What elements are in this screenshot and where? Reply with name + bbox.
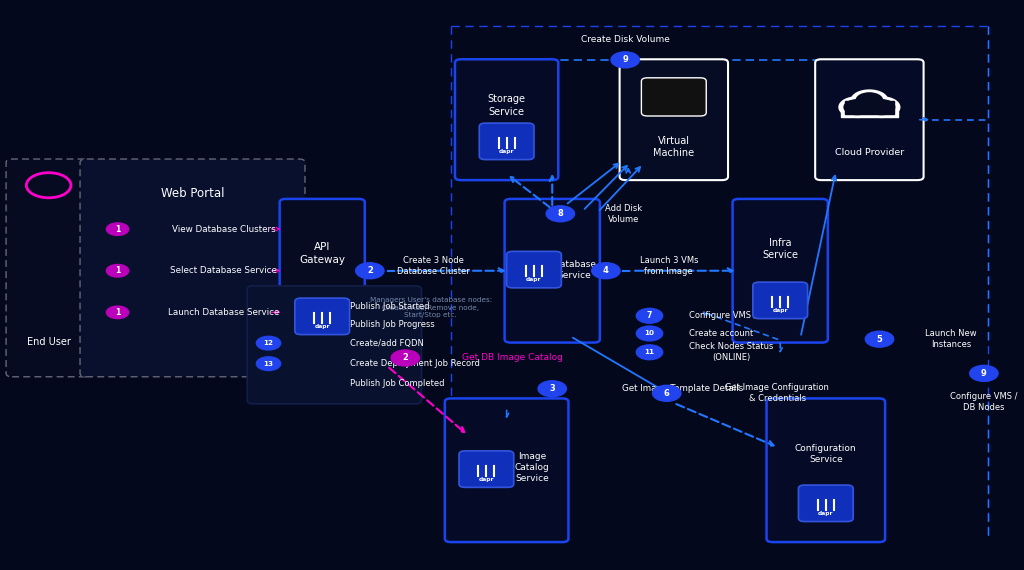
Text: 5: 5 bbox=[877, 335, 883, 344]
Text: End User: End User bbox=[27, 337, 71, 347]
FancyBboxPatch shape bbox=[479, 123, 534, 160]
Text: 6: 6 bbox=[664, 389, 670, 398]
Text: Configure VMS / DB Nodes: Configure VMS / DB Nodes bbox=[689, 311, 801, 320]
Text: 3: 3 bbox=[549, 384, 555, 393]
Circle shape bbox=[636, 326, 663, 341]
Text: 10: 10 bbox=[644, 331, 654, 336]
Text: dapr: dapr bbox=[526, 278, 542, 282]
Circle shape bbox=[256, 336, 281, 350]
Circle shape bbox=[970, 365, 998, 381]
Text: View Database Clusters: View Database Clusters bbox=[172, 225, 275, 234]
Text: API
Gateway: API Gateway bbox=[299, 242, 345, 265]
Circle shape bbox=[106, 264, 129, 277]
Text: dapr: dapr bbox=[314, 324, 330, 329]
Circle shape bbox=[652, 385, 681, 401]
Text: 9: 9 bbox=[623, 55, 628, 64]
Circle shape bbox=[611, 52, 639, 68]
Text: 1: 1 bbox=[115, 266, 120, 275]
FancyBboxPatch shape bbox=[444, 398, 568, 542]
Text: Create Deployment Job Record: Create Deployment Job Record bbox=[349, 359, 479, 368]
Text: 1: 1 bbox=[115, 225, 120, 234]
Text: 7: 7 bbox=[647, 311, 652, 320]
Text: dapr: dapr bbox=[772, 308, 787, 313]
Text: Create/add FQDN: Create/add FQDN bbox=[349, 339, 424, 348]
Text: Get Image Template Details: Get Image Template Details bbox=[623, 384, 743, 393]
FancyBboxPatch shape bbox=[799, 485, 853, 522]
Text: Add Disk
Volume: Add Disk Volume bbox=[605, 203, 642, 224]
FancyBboxPatch shape bbox=[247, 286, 422, 404]
Text: Launch New
Instances: Launch New Instances bbox=[925, 329, 977, 349]
FancyBboxPatch shape bbox=[732, 199, 827, 343]
Text: Cloud Provider: Cloud Provider bbox=[835, 148, 904, 157]
Circle shape bbox=[546, 206, 574, 222]
Circle shape bbox=[868, 100, 895, 115]
Circle shape bbox=[844, 100, 870, 115]
Text: Storage
Service: Storage Service bbox=[487, 94, 525, 117]
FancyBboxPatch shape bbox=[455, 59, 558, 180]
FancyBboxPatch shape bbox=[753, 282, 808, 319]
FancyBboxPatch shape bbox=[767, 398, 885, 542]
Text: 13: 13 bbox=[263, 361, 273, 367]
Text: Publish Job Started: Publish Job Started bbox=[349, 302, 429, 311]
Circle shape bbox=[863, 97, 900, 117]
Circle shape bbox=[538, 381, 566, 397]
Text: Create Disk Volume: Create Disk Volume bbox=[581, 35, 670, 44]
FancyBboxPatch shape bbox=[641, 78, 707, 116]
Text: Get Image Configuration
& Credentials: Get Image Configuration & Credentials bbox=[725, 383, 829, 404]
Text: Select Database Service: Select Database Service bbox=[170, 266, 278, 275]
FancyBboxPatch shape bbox=[507, 251, 561, 288]
Text: Image
Catalog
Service: Image Catalog Service bbox=[515, 452, 549, 483]
Circle shape bbox=[106, 223, 129, 235]
Text: Launch Database Service: Launch Database Service bbox=[168, 308, 280, 317]
Circle shape bbox=[391, 350, 420, 366]
Bar bbox=[841, 105, 898, 117]
FancyBboxPatch shape bbox=[505, 199, 600, 343]
Text: 4: 4 bbox=[603, 266, 609, 275]
Circle shape bbox=[856, 93, 883, 108]
FancyBboxPatch shape bbox=[6, 159, 91, 377]
Text: Publish Job Completed: Publish Job Completed bbox=[349, 378, 444, 388]
Circle shape bbox=[865, 331, 894, 347]
Circle shape bbox=[592, 263, 621, 279]
Text: dapr: dapr bbox=[818, 511, 834, 516]
Text: Create account: Create account bbox=[689, 329, 754, 338]
Text: Get DB Image Catalog: Get DB Image Catalog bbox=[462, 353, 563, 362]
Text: dapr: dapr bbox=[499, 149, 514, 154]
Text: Check Nodes Status
(ONLINE): Check Nodes Status (ONLINE) bbox=[689, 342, 773, 363]
FancyBboxPatch shape bbox=[80, 159, 305, 377]
Text: Virtual
Machine: Virtual Machine bbox=[653, 136, 694, 158]
Circle shape bbox=[355, 263, 384, 279]
Circle shape bbox=[839, 97, 876, 117]
Text: dapr: dapr bbox=[478, 477, 495, 482]
Circle shape bbox=[256, 357, 281, 370]
FancyBboxPatch shape bbox=[620, 59, 728, 180]
Text: 1: 1 bbox=[115, 308, 120, 317]
Circle shape bbox=[851, 90, 888, 111]
Text: 11: 11 bbox=[644, 349, 654, 355]
Circle shape bbox=[106, 306, 129, 319]
Text: 2: 2 bbox=[402, 353, 409, 363]
FancyBboxPatch shape bbox=[815, 59, 924, 180]
Text: Configure VMS /
DB Nodes: Configure VMS / DB Nodes bbox=[950, 392, 1018, 412]
Text: 12: 12 bbox=[263, 340, 273, 346]
Text: 9: 9 bbox=[981, 369, 987, 378]
Bar bbox=[845, 101, 894, 114]
Circle shape bbox=[636, 308, 663, 323]
FancyBboxPatch shape bbox=[280, 199, 365, 343]
Text: 8: 8 bbox=[557, 209, 563, 218]
Text: 2: 2 bbox=[367, 266, 373, 275]
Text: Managers User's database nodes:
Create, Add/Remove node,
Start/Stop etc.: Managers User's database nodes: Create, … bbox=[370, 298, 492, 318]
Text: Create 3 Node
Database Cluster: Create 3 Node Database Cluster bbox=[397, 255, 470, 276]
Text: Web Portal: Web Portal bbox=[161, 188, 224, 200]
Text: Launch 3 VMs
from Image: Launch 3 VMs from Image bbox=[640, 255, 698, 276]
Text: Publish Job Progress: Publish Job Progress bbox=[349, 320, 434, 329]
Text: Infra
Service: Infra Service bbox=[762, 238, 799, 260]
FancyBboxPatch shape bbox=[295, 298, 349, 335]
Circle shape bbox=[636, 345, 663, 360]
Text: Database
Service: Database Service bbox=[553, 259, 596, 280]
FancyBboxPatch shape bbox=[459, 451, 514, 487]
Text: Configuration
Service: Configuration Service bbox=[795, 444, 857, 465]
